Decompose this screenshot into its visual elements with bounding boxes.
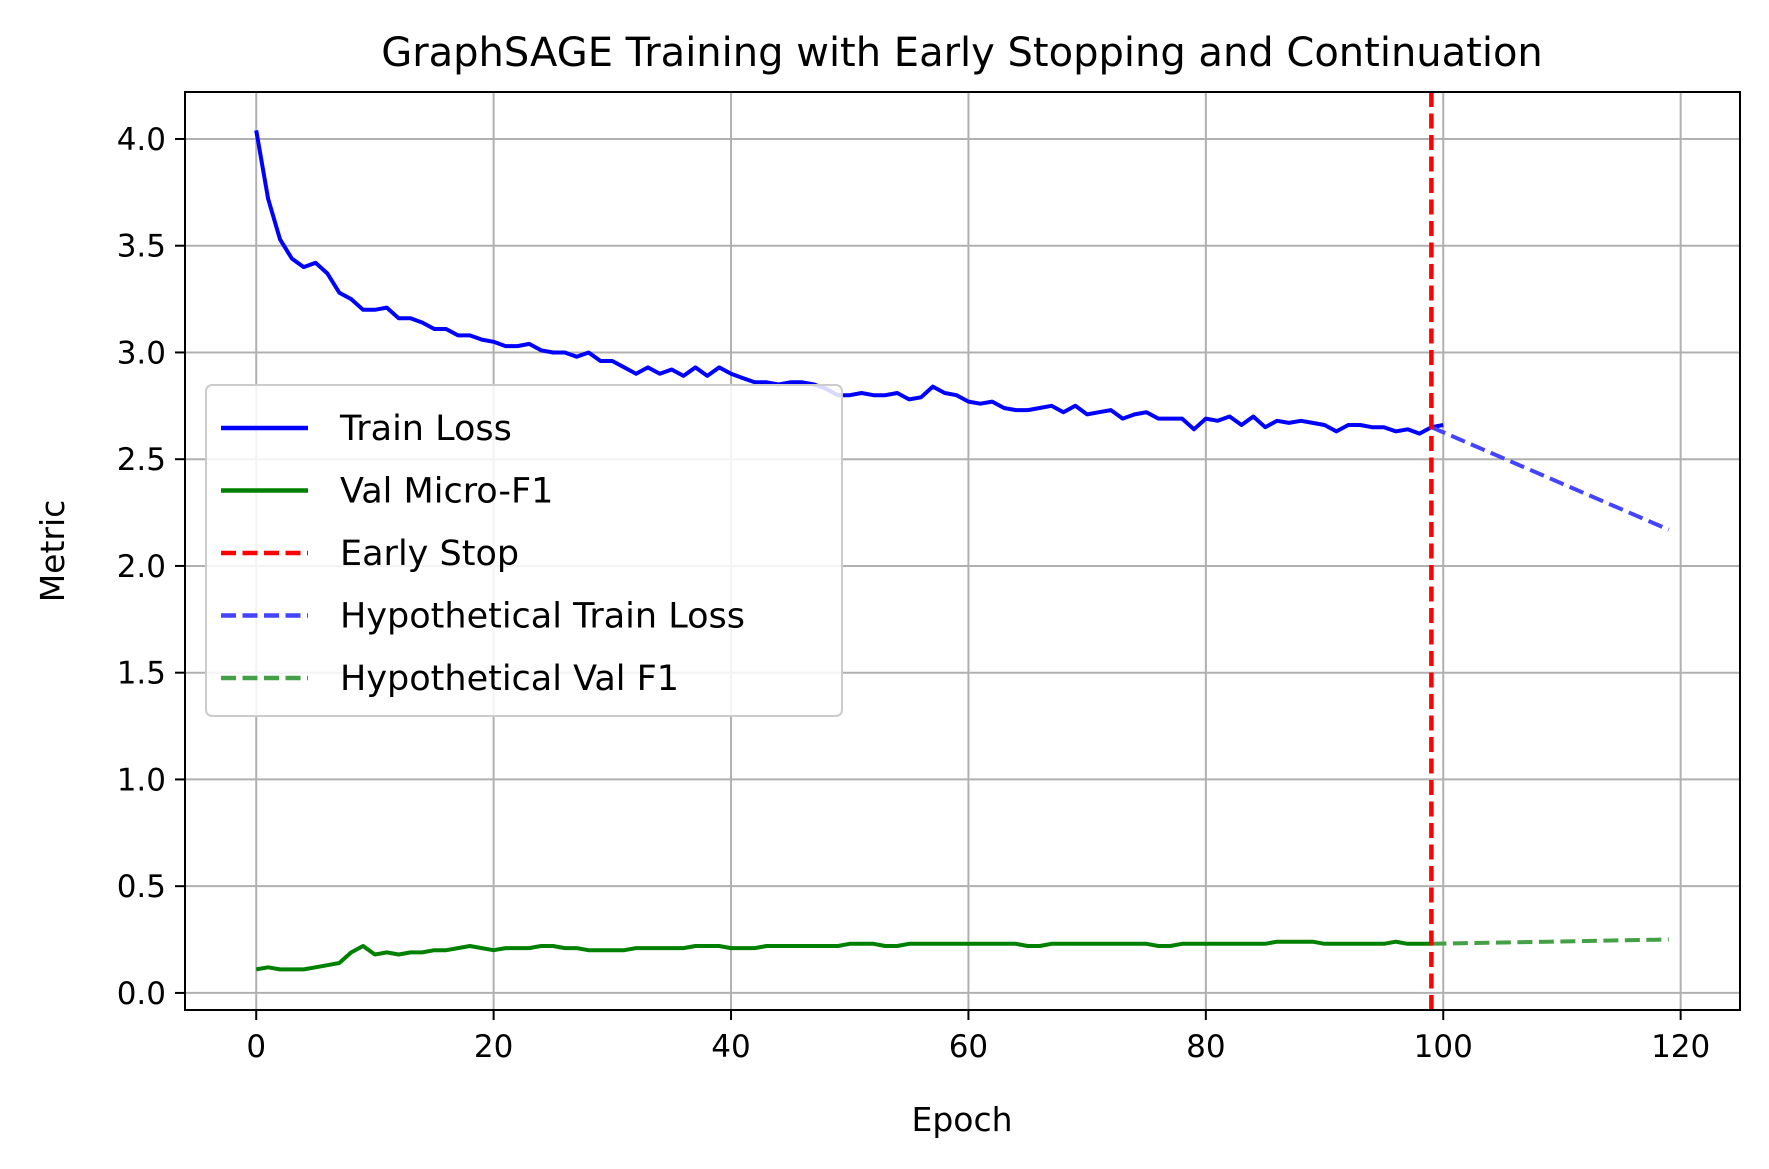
y-tick-label: 2.5 (117, 442, 166, 478)
x-axis-label: Epoch (911, 1100, 1012, 1139)
series-line-train-loss (254, 130, 1444, 436)
x-tick-label: 0 (246, 1029, 266, 1065)
series-line-hypothetical-val-f1 (1431, 937, 1669, 946)
y-tick-label: 0.5 (117, 869, 166, 905)
grid (185, 92, 1740, 1010)
chart-title: GraphSAGE Training with Early Stopping a… (381, 30, 1543, 76)
y-tick-label: 1.0 (117, 762, 166, 798)
x-tick-label: 20 (474, 1029, 513, 1065)
series-line-val-micro-f1 (255, 939, 1432, 972)
y-tick-label: 2.0 (117, 549, 166, 585)
x-tick-label: 120 (1651, 1029, 1710, 1065)
legend-label-val-micro-f1: Val Micro-F1 (340, 472, 553, 512)
y-tick-label: 1.5 (117, 656, 166, 692)
legend: Train Loss Val Micro-F1 Early Stop Hypothet… (205, 384, 843, 717)
series-line-hypothetical-train-loss (1430, 425, 1670, 532)
y-tick-label: 3.5 (117, 229, 166, 265)
y-tick-label: 4.0 (117, 122, 166, 158)
legend-label-hypothetical-train-loss: Hypothetical Train Loss (340, 597, 745, 637)
y-axis-label: Metric (33, 500, 72, 603)
x-tick-label: 80 (1186, 1029, 1225, 1065)
legend-label-early-stop: Early Stop (340, 534, 519, 574)
legend-label-hypothetical-val-f1: Hypothetical Val F1 (340, 659, 679, 699)
y-tick-label: 0.0 (117, 976, 166, 1012)
axis-ticks: 0 20 40 60 80 100 120 0.0 0.5 1.0 1.5 2.0 2.5 3.0 3.5 4… (117, 122, 1711, 1065)
x-tick-label: 40 (711, 1029, 750, 1065)
legend-label-train-loss: Train Loss (339, 409, 512, 449)
legend-box (205, 384, 843, 717)
y-tick-label: 3.0 (117, 335, 166, 371)
x-tick-label: 100 (1414, 1029, 1473, 1065)
x-tick-label: 60 (949, 1029, 988, 1065)
plot-area (254, 92, 1670, 1010)
axes-frame (184, 91, 1741, 1011)
